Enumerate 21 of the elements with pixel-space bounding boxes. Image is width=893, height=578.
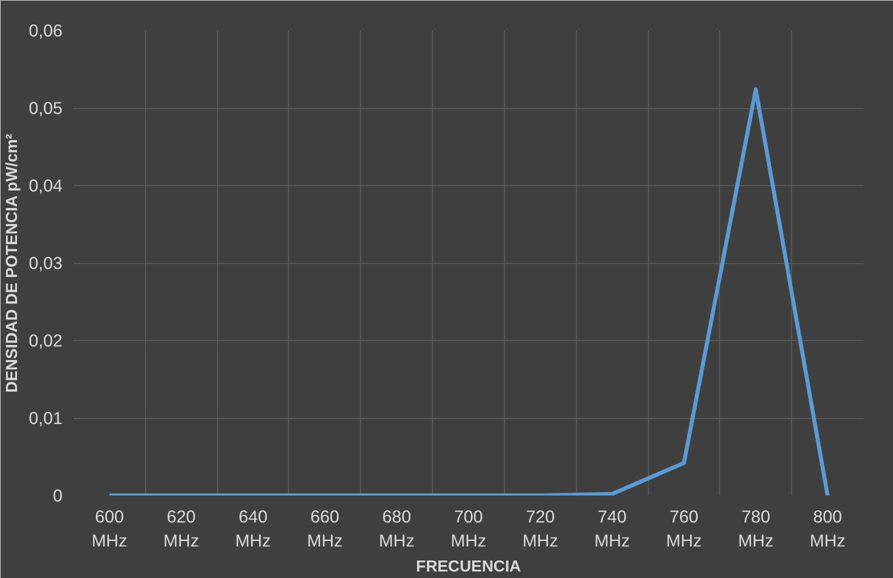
line-series [107,87,830,496]
y-tick-label: 0,01 [28,408,63,428]
x-tick-label: 680 MHz [378,506,414,550]
y-tick-label: 0,03 [28,253,63,273]
x-axis-title: FRECUENCIA [416,558,522,576]
x-tick-label: 700 MHz [450,506,486,550]
x-tick-label: 620 MHz [163,506,200,550]
y-tick-label: 0,05 [28,98,63,118]
x-tick-label: 800 MHz [810,506,846,550]
y-tick-label: 0,04 [28,176,63,196]
y-tick-label: 0 [52,486,63,506]
x-tick-label: 720 MHz [522,506,558,550]
x-tick-label: 760 MHz [666,506,702,550]
y-tick-label: 0,02 [28,330,63,350]
x-tick-label: 740 MHz [594,506,630,550]
x-tick-label: 600 MHz [92,506,128,550]
x-tick-label: 640 MHz [235,506,271,550]
y-axis-title: DENSIDAD DE POTENCIA pW/cm² [4,134,21,393]
x-tick-label: 780 MHz [738,506,774,550]
x-tick-label: 660 MHz [307,506,343,550]
y-tick-label: 0,06 [28,20,63,40]
